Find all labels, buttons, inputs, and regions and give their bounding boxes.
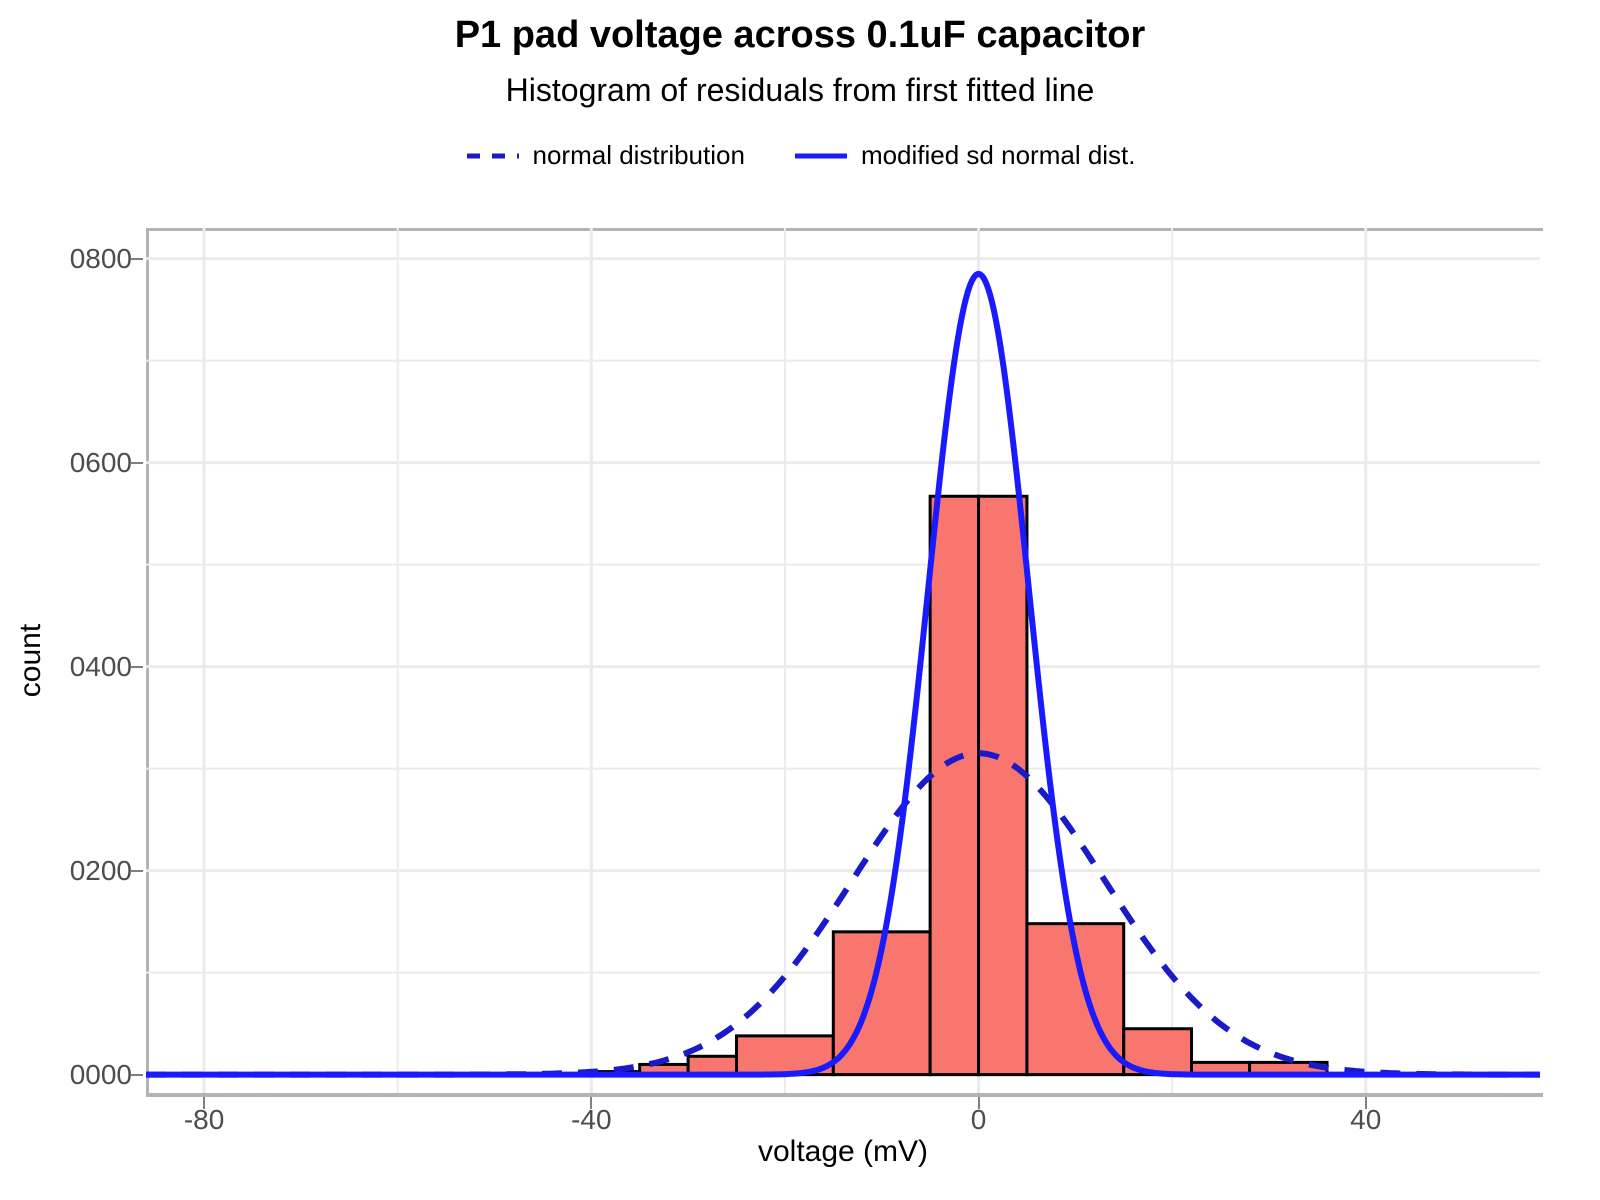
x-tick-label: 40 (1350, 1104, 1382, 1135)
solid-line-key-icon (794, 153, 847, 158)
legend-label-normal-distribution: normal distribution (532, 140, 745, 170)
chart-title: P1 pad voltage across 0.1uF capacitor (454, 14, 1146, 56)
x-tick-label: -40 (571, 1104, 612, 1135)
x-tick-label: -80 (183, 1104, 225, 1135)
chart-legend: normal distribution modified sd normal d… (0, 140, 1600, 171)
y-tick-label: 0000 (69, 1058, 132, 1090)
histogram-plot (146, 228, 1540, 1093)
histogram-bar (928, 494, 981, 1077)
x-axis-label: voltage (mV) (757, 1135, 929, 1168)
x-tick-label: 0 (970, 1104, 987, 1135)
x-tick-mark (203, 1097, 206, 1109)
x-tick-mark (1364, 1097, 1367, 1109)
y-tick-mark (131, 665, 143, 668)
legend-label-modified-sd-normal-dist: modified sd normal dist. (860, 140, 1136, 170)
y-axis-label: count (14, 623, 47, 698)
y-tick-mark (131, 257, 143, 260)
dashed-line-key-icon (466, 153, 519, 158)
y-tick-label: 0800 (69, 242, 132, 274)
y-tick-label: 0200 (69, 854, 132, 886)
curve-modified-sd-normal-dist (146, 270, 1540, 1078)
chart-subtitle: Histogram of residuals from first fitted… (505, 72, 1095, 108)
legend-item-normal-distribution[interactable]: normal distribution (465, 140, 745, 171)
legend-item-modified-sd-normal-dist[interactable]: modified sd normal dist. (793, 140, 1136, 171)
histogram-bar (977, 494, 1029, 1077)
panel-bottom-rule (146, 1093, 1543, 1097)
y-tick-mark (131, 1073, 143, 1076)
y-tick-label: 0400 (69, 650, 132, 682)
y-tick-mark (131, 869, 143, 872)
y-tick-label: 0600 (69, 446, 132, 478)
y-tick-mark (131, 461, 143, 464)
x-tick-mark (590, 1097, 593, 1109)
x-tick-mark (977, 1097, 980, 1109)
